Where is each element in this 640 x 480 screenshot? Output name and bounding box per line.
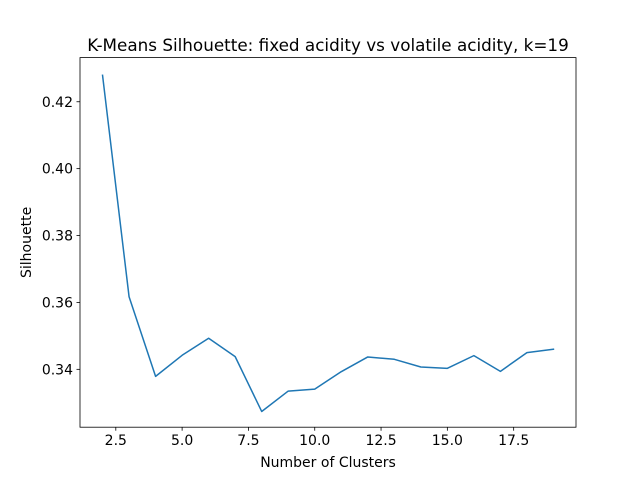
plot-layer	[101, 74, 555, 413]
x-tick-label: 17.5	[498, 433, 529, 449]
x-axis-ticks: 2.5 5.0 7.5 10.0 12.5 15.0 17.5	[105, 427, 529, 449]
x-tick-label: 10.0	[299, 433, 330, 449]
x-tick-label: 5.0	[171, 433, 193, 449]
series-line	[101, 74, 555, 413]
y-axis-label: Silhouette	[19, 207, 35, 278]
y-tick-label: 0.40	[42, 162, 73, 178]
y-tick-label: 0.42	[42, 95, 73, 111]
x-axis-label: Number of Clusters	[260, 455, 396, 471]
x-tick-label: 2.5	[105, 433, 127, 449]
x-tick-label: 7.5	[237, 433, 259, 449]
plot-frame	[79, 57, 577, 428]
x-tick-label: 15.0	[432, 433, 463, 449]
y-tick-label: 0.34	[42, 362, 73, 378]
y-tick-label: 0.36	[42, 295, 73, 311]
y-tick-label: 0.38	[42, 229, 73, 245]
y-axis-ticks: 0.34 0.36 0.38 0.40 0.42	[42, 95, 80, 378]
chart-title: K-Means Silhouette: fixed acidity vs vol…	[87, 35, 569, 55]
x-tick-label: 12.5	[365, 433, 396, 449]
